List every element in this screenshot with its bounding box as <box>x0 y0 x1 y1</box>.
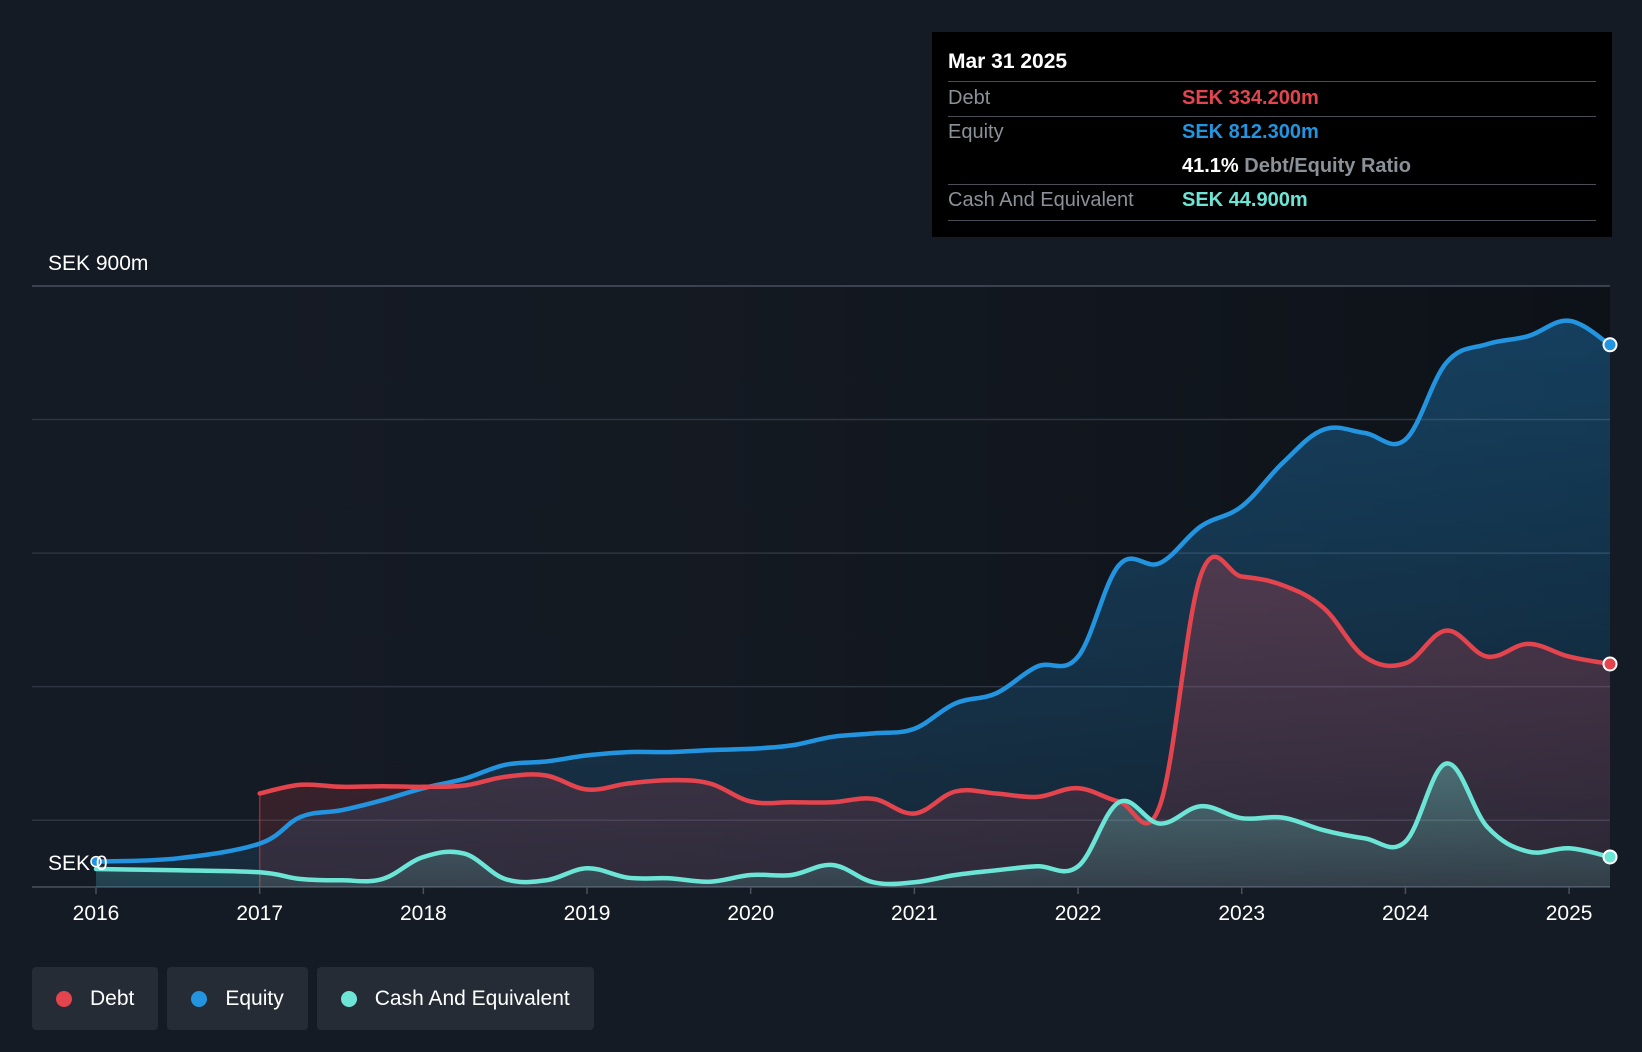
x-tick-label: 2020 <box>727 902 774 925</box>
cash-area <box>96 763 1610 887</box>
cash-end-marker[interactable] <box>1602 849 1618 865</box>
equity-start-marker <box>90 855 102 868</box>
tooltip-divider <box>948 81 1596 82</box>
x-tick-label: 2021 <box>891 902 938 925</box>
legend: Debt Equity Cash And Equivalent <box>32 967 594 1030</box>
legend-item-debt[interactable]: Debt <box>32 967 159 1030</box>
debt-end-marker[interactable] <box>1602 656 1618 672</box>
equity-dot-icon <box>191 990 208 1007</box>
tooltip-cash-value: SEK 44.900m <box>1182 189 1308 211</box>
tooltip-ratio-value: 41.1% <box>1182 155 1239 177</box>
cash-line <box>93 761 1613 887</box>
tooltip-cash-label: Cash And Equivalent <box>948 189 1134 211</box>
cash-dot-icon <box>340 990 357 1007</box>
tooltip-equity-label: Equity <box>948 121 1004 143</box>
x-tick-label: 2018 <box>400 902 447 925</box>
x-tick-label: 2017 <box>236 902 283 925</box>
x-tick-label: 2022 <box>1055 902 1102 925</box>
y-axis-top-label: SEK 900m <box>48 252 148 275</box>
x-tick-label: 2025 <box>1546 902 1593 925</box>
x-tick-label: 2016 <box>73 902 120 925</box>
y-axis-bottom-label: SEK 0 <box>48 852 108 875</box>
equity-end-marker[interactable] <box>1602 337 1618 353</box>
legend-label-debt: Debt <box>90 986 135 1010</box>
debt-area <box>259 556 1611 887</box>
tooltip-ratio-label: Debt/Equity Ratio <box>1244 155 1411 177</box>
legend-label-equity: Equity <box>225 986 284 1010</box>
tooltip-equity-value: SEK 812.300m <box>1182 121 1319 143</box>
x-tick-label: 2023 <box>1218 902 1265 925</box>
tooltip-divider <box>948 220 1596 221</box>
series-lines <box>93 318 1613 887</box>
end-markers <box>90 337 1618 868</box>
tooltip-divider <box>948 184 1596 185</box>
debt-line <box>257 554 1613 826</box>
tooltip-ratio: 41.1% Debt/Equity Ratio <box>1182 155 1411 178</box>
x-axis-ticks: 2016 2017 2018 2019 2020 2021 2022 2023 2024 2025 <box>73 887 1593 925</box>
tooltip-divider <box>948 116 1596 117</box>
legend-item-cash[interactable]: Cash And Equivalent <box>316 967 594 1030</box>
x-tick-label: 2024 <box>1382 902 1429 925</box>
tooltip-debt-value: SEK 334.200m <box>1182 87 1319 109</box>
legend-item-equity[interactable]: Equity <box>167 967 308 1030</box>
tooltip-date: Mar 31 2025 <box>948 50 1068 73</box>
x-tick-label: 2019 <box>564 902 611 925</box>
debt-dot-icon <box>56 990 72 1007</box>
legend-label-cash: Cash And Equivalent <box>374 986 570 1010</box>
tooltip-debt-label: Debt <box>948 87 991 109</box>
tooltip: Mar 31 2025 Debt SEK 334.200m Equity SEK… <box>932 32 1612 237</box>
equity-line <box>93 318 1613 864</box>
